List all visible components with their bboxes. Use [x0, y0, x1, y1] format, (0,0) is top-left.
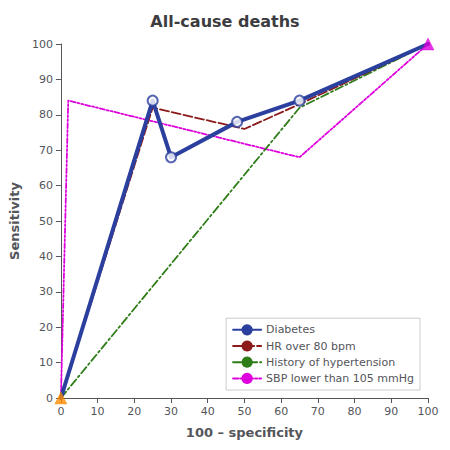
svg-text:100: 100	[32, 38, 53, 51]
svg-text:0: 0	[57, 405, 64, 418]
svg-text:SBP lower than 105 mmHg: SBP lower than 105 mmHg	[266, 372, 414, 385]
svg-text:50: 50	[237, 405, 251, 418]
svg-text:All-cause deaths: All-cause deaths	[150, 12, 299, 31]
svg-text:History of hypertension: History of hypertension	[266, 356, 395, 369]
svg-text:40: 40	[201, 405, 215, 418]
svg-text:90: 90	[384, 405, 398, 418]
svg-text:Diabetes: Diabetes	[266, 323, 315, 336]
svg-text:80: 80	[348, 405, 362, 418]
svg-text:0: 0	[46, 392, 53, 405]
svg-text:60: 60	[39, 179, 53, 192]
svg-text:80: 80	[39, 108, 53, 121]
svg-text:60: 60	[274, 405, 288, 418]
svg-text:30: 30	[164, 405, 178, 418]
svg-text:10: 10	[91, 405, 105, 418]
svg-text:30: 30	[39, 285, 53, 298]
svg-text:20: 20	[39, 321, 53, 334]
svg-text:70: 70	[39, 144, 53, 157]
svg-text:20: 20	[127, 405, 141, 418]
svg-text:40: 40	[39, 250, 53, 263]
svg-text:100: 100	[418, 405, 439, 418]
svg-text:HR over 80 bpm: HR over 80 bpm	[266, 340, 356, 353]
svg-text:100 – specificity: 100 – specificity	[186, 425, 304, 440]
svg-text:70: 70	[311, 405, 325, 418]
svg-text:10: 10	[39, 356, 53, 369]
svg-text:90: 90	[39, 73, 53, 86]
svg-text:50: 50	[39, 215, 53, 228]
svg-text:Sensitivity: Sensitivity	[7, 182, 22, 260]
